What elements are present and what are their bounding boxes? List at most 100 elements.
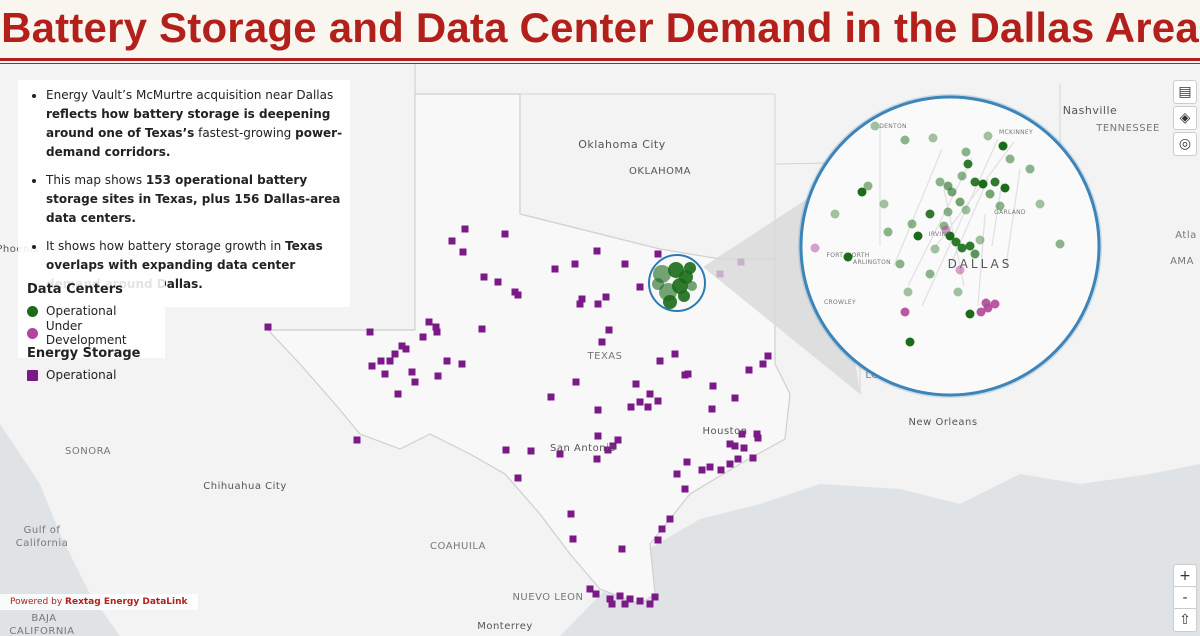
locate-button[interactable]: ◎ [1173, 132, 1197, 156]
zoom-out[interactable]: - [1173, 586, 1197, 610]
storage-site [425, 318, 433, 326]
map-label: Houston [702, 426, 747, 437]
legend-item: Under Development [27, 319, 165, 347]
storage-site [616, 592, 624, 600]
note: Energy Vault’s McMurtre acquisition near… [46, 86, 350, 162]
data-center-dev [955, 265, 965, 275]
storage-site [514, 474, 522, 482]
legend-title: Data Centers [27, 282, 123, 297]
data-center [961, 205, 971, 215]
storage-site [458, 360, 466, 368]
note-text: fastest-growing [194, 126, 296, 140]
map-label: Gulf of [24, 525, 61, 536]
data-center [985, 189, 995, 199]
storage-site [432, 323, 440, 331]
data-center [857, 187, 867, 197]
data-center [883, 227, 893, 237]
data-center [990, 177, 1000, 187]
storage-site [658, 525, 666, 533]
legend-item: Operational [27, 364, 165, 386]
data-center [957, 243, 967, 253]
storage-site [592, 590, 600, 598]
data-center-dev [810, 243, 820, 253]
data-center [970, 177, 980, 187]
storage-site [706, 463, 714, 471]
data-center [684, 262, 696, 274]
data-center [953, 287, 963, 297]
inset-label: GARLAND [994, 209, 1026, 216]
map: Oklahoma City OKLAHOMA TEXAS Nashville TENNE… [0, 64, 1200, 636]
inset-label: CROWLEY [824, 299, 856, 306]
storage-site [586, 585, 594, 593]
data-center [678, 290, 690, 302]
notes: Energy Vault’s McMurtre acquisition near… [18, 80, 350, 307]
storage-site [411, 378, 419, 386]
storage-site [708, 405, 716, 413]
storage-site [377, 357, 385, 365]
storage-site [433, 328, 441, 336]
note: This map shows 153 operational battery s… [46, 171, 350, 228]
map-label: Atla [1175, 230, 1197, 241]
data-center-dev [976, 307, 986, 317]
storage-site [494, 278, 502, 286]
road [893, 148, 943, 267]
storage-site [621, 600, 629, 608]
layers-button[interactable]: ◈ [1173, 106, 1197, 130]
storage-site [604, 446, 612, 454]
storage-site [683, 458, 691, 466]
data-center [863, 181, 873, 191]
note-text: 153 operational battery storage sites in… [46, 173, 341, 225]
storage-site [651, 593, 659, 601]
map-label: Monterrey [477, 621, 533, 632]
data-center [870, 121, 880, 131]
storage-site [627, 403, 635, 411]
data-center [1035, 199, 1045, 209]
storage-site [726, 440, 734, 448]
compass[interactable]: ⇧ [1173, 608, 1197, 632]
storage-site [443, 357, 451, 365]
data-center [879, 199, 889, 209]
rule [0, 63, 1200, 64]
legend-swatch [27, 305, 38, 317]
data-center [830, 209, 840, 219]
header: Battery Storage and Data Center Demand i… [0, 0, 1200, 58]
storage-site [408, 368, 416, 376]
data-center [925, 269, 935, 279]
legend: Data Centers Operational Under Development… [18, 276, 165, 382]
storage-site [594, 406, 602, 414]
storage-site [614, 436, 622, 444]
data-center [930, 244, 940, 254]
storage-site [740, 444, 748, 452]
storage-site [654, 536, 662, 544]
storage-site [402, 345, 410, 353]
storage-site [448, 237, 456, 245]
data-center [998, 141, 1008, 151]
storage-site [576, 300, 584, 308]
storage-site [681, 485, 689, 493]
data-center [1055, 239, 1065, 249]
storage-site [608, 600, 616, 608]
storage-site [606, 595, 614, 603]
storage-site [547, 393, 555, 401]
data-center [970, 249, 980, 259]
storage-site [527, 447, 535, 455]
storage-site [567, 510, 575, 518]
storage-site [754, 434, 762, 442]
data-center [1000, 183, 1010, 193]
storage-site [461, 225, 469, 233]
storage-site [654, 397, 662, 405]
storage-site [511, 288, 519, 296]
inset-label: ARLINGTON [853, 259, 891, 266]
storage-site [632, 380, 640, 388]
credit-link[interactable]: Rextag Energy DataLink [65, 597, 188, 607]
map-style-button[interactable]: ▤ [1173, 80, 1197, 104]
storage-site [717, 466, 725, 474]
gulf-of-california [0, 424, 120, 636]
storage-site [381, 370, 389, 378]
storage-site [366, 328, 374, 336]
storage-site [621, 260, 629, 268]
data-center [900, 135, 910, 145]
storage-site [419, 333, 427, 341]
data-center [907, 219, 917, 229]
zoom-in[interactable]: + [1173, 564, 1197, 588]
